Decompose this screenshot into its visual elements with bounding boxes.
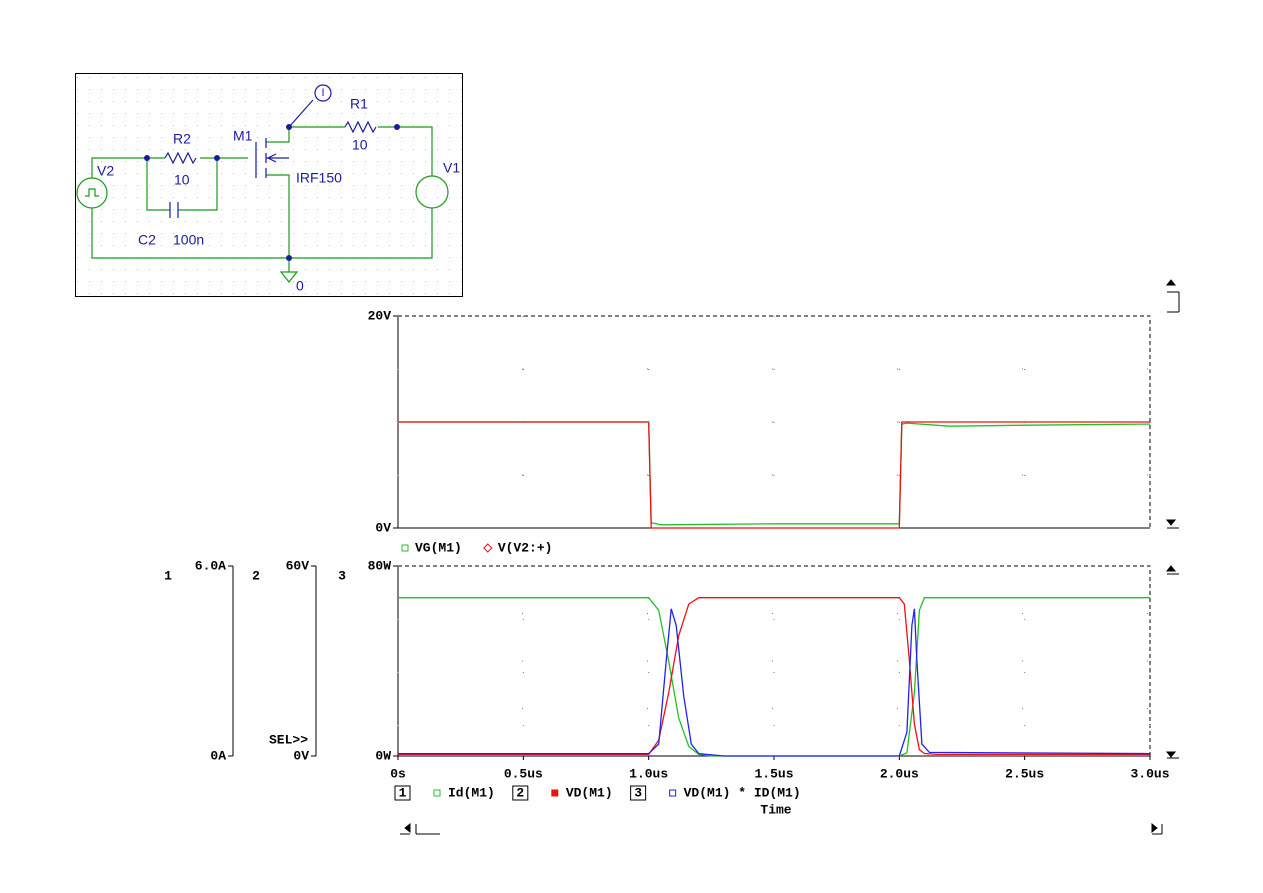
x-tick-label: 0s	[390, 766, 406, 781]
line	[398, 421, 1150, 529]
label: M1	[233, 128, 253, 144]
label: IRF150	[296, 170, 342, 186]
y-tick-label: 80W	[368, 558, 392, 573]
legend-marker	[401, 544, 409, 552]
label: R1	[350, 96, 368, 112]
legend-label: VD(M1) * ID(M1)	[684, 785, 801, 800]
line	[398, 421, 1151, 526]
scroll-buttons[interactable]	[400, 279, 1180, 835]
schematic-frame	[75, 73, 463, 297]
line	[398, 597, 1150, 757]
legend-label: VG(M1)	[415, 540, 462, 555]
legend-marker	[551, 789, 559, 797]
label: 10	[352, 137, 368, 153]
legend-axis-number: 3	[634, 785, 642, 800]
label: 100n	[173, 232, 204, 248]
legend-axis-number: 1	[399, 785, 407, 800]
x-tick-label: 1.5us	[754, 766, 793, 781]
schematic: V2 R2 10 M1 R1 10 IRF150 V1 C2 100n 0 I	[75, 73, 463, 297]
legend-axis-box	[630, 785, 647, 801]
label: 0	[296, 278, 304, 294]
label: R2	[173, 131, 191, 147]
x-tick-label: 3.0us	[1130, 766, 1169, 781]
legend-marker	[669, 789, 677, 797]
y-tick-label: 20V	[368, 308, 392, 323]
axis-number: 3	[338, 568, 346, 583]
label: V1	[443, 160, 460, 176]
line	[398, 608, 1151, 757]
schematic-components	[144, 84, 400, 261]
y-tick-label: 0A	[210, 748, 226, 763]
y-tick-label: 0V	[375, 520, 391, 535]
line	[398, 597, 1150, 756]
legend-marker	[433, 789, 441, 797]
axis-number: 1	[164, 568, 172, 583]
label: I	[321, 87, 324, 99]
x-axis-title: Time	[760, 802, 791, 817]
label: 10	[174, 172, 190, 188]
x-tick-label: 0.5us	[504, 766, 543, 781]
label: C2	[138, 232, 156, 248]
legend-axis-number: 2	[516, 785, 524, 800]
y-tick-label: 0V	[293, 748, 309, 763]
x-tick-label: 2.0us	[880, 766, 919, 781]
x-tick-label: 1.0us	[629, 766, 668, 781]
legend-axis-box	[394, 785, 411, 801]
y-tick-label: 0W	[375, 748, 391, 763]
sel-label: SEL>>	[269, 732, 308, 747]
axis-number: 2	[252, 568, 260, 583]
y-tick-label: 60V	[286, 558, 310, 573]
legend-label: V(V2:+)	[498, 540, 553, 555]
legend-axis-box	[512, 785, 529, 801]
legend-marker	[483, 543, 493, 553]
x-tick-label: 2.5us	[1005, 766, 1044, 781]
plot-frame	[397, 565, 1151, 757]
legend-label: Id(M1)	[448, 785, 495, 800]
schematic-wires	[76, 126, 449, 283]
legend-label: VD(M1)	[566, 785, 613, 800]
label: V2	[97, 163, 114, 179]
y-tick-label: 6.0A	[195, 558, 226, 573]
